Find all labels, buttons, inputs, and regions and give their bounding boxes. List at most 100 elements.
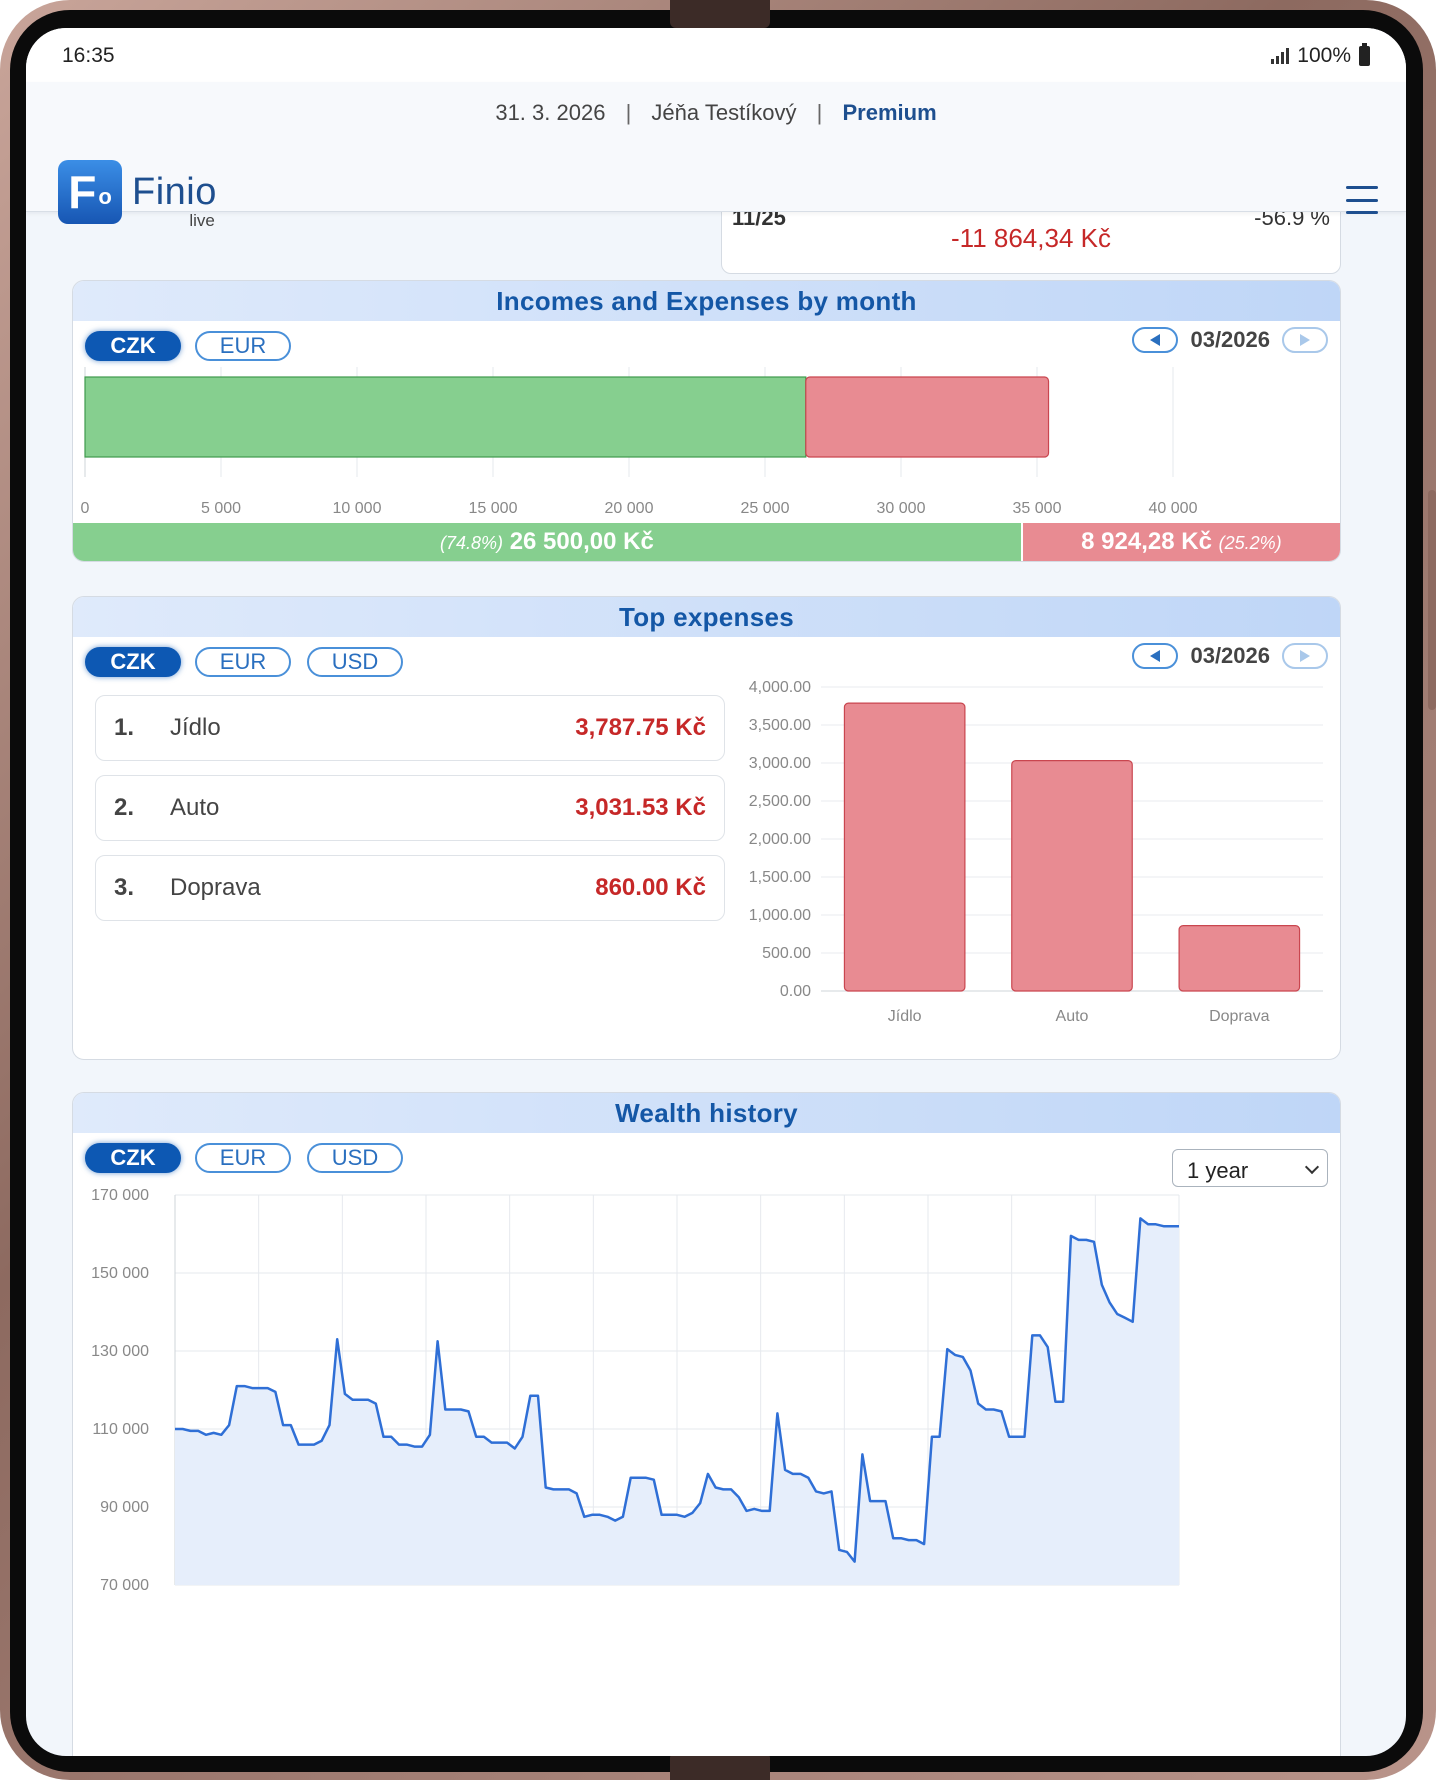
income-expense-bar-chart: 0 5 000 10 000 15 000 20 000 25 000 30 000 35 0… [81,367,1198,517]
top-expenses-panel: Top expenses CZK EUR USD 03/2026 1. Jídl… [72,596,1341,1060]
device-side-button [1428,490,1436,710]
header-separator: | [816,100,823,125]
income-bar [84,376,807,458]
x-tick-label: Jídlo [888,1008,922,1025]
wealth-history-line-chart: 170 000 150 000 130 000 110 000 90 000 70 000 [91,1187,1180,1594]
expense-name: Jídlo [170,714,221,741]
period-select[interactable]: 1 year [1172,1149,1328,1187]
status-time: 16:35 [62,44,115,67]
y-tick-label: 70 000 [100,1577,149,1594]
battery-percent: 100% [1297,44,1351,67]
panel-title: Top expenses [73,597,1340,637]
currency-eur-button[interactable]: EUR [195,647,291,677]
y-tick-label: 3,500.00 [749,717,811,734]
arrow-right-icon [1300,650,1310,662]
x-tick-label: 5 000 [201,500,241,517]
expense-list-item[interactable]: 2. Auto 3,031.53 Kč [95,775,725,841]
y-tick-label: 3,000.00 [749,755,811,772]
currency-usd-button[interactable]: USD [307,647,403,677]
currency-czk-button[interactable]: CZK [85,331,181,361]
wealth-history-panel: Wealth history CZK EUR USD 1 year 170 00… [72,1092,1341,1756]
income-summary: (74.8%) 26 500,00 Kč [73,523,1021,561]
wealth-line [175,1217,1179,1563]
expense-rank: 1. [114,714,135,741]
period-select-value: 1 year [1187,1158,1249,1183]
x-tick-label: Doprava [1209,1008,1270,1025]
prev-month-button[interactable] [1132,327,1179,353]
x-tick-label: 0 [81,500,90,517]
x-tick-label: 20 000 [605,500,654,517]
income-expense-summary: (74.8%) 26 500,00 Kč 8 924,28 Kč (25.2%) [73,523,1340,561]
income-value: 26 500,00 Kč [509,528,654,555]
currency-eur-button[interactable]: EUR [195,331,291,361]
status-bar: 16:35 100% [26,28,1406,82]
signal-icon [1271,48,1290,64]
month-navigator: 03/2026 [1132,327,1328,353]
y-tick-label: 130 000 [91,1343,149,1360]
y-tick-label: 1,000.00 [749,907,811,924]
panel-title: Incomes and Expenses by month [73,281,1340,321]
expense-list-item[interactable]: 1. Jídlo 3,787.75 Kč [95,695,725,761]
prev-month-button[interactable] [1132,643,1179,669]
y-tick-label: 2,000.00 [749,831,811,848]
logo-name: Finio [132,170,217,213]
x-tick-label: 35 000 [1013,500,1062,517]
arrow-left-icon [1150,650,1161,662]
hamburger-menu-icon[interactable] [1346,186,1378,214]
logo-text: Finio live [132,170,217,230]
screen: 16:35 100% 31. 3. 2026 | Jéňa Testíkový … [26,28,1406,1756]
status-right: 100% [1271,43,1370,68]
month-navigator: 03/2026 [1132,643,1328,669]
currency-usd-button[interactable]: USD [307,1143,403,1173]
expense-rank: 2. [114,794,135,821]
expense-percent: (25.2%) [1218,533,1282,553]
chevron-down-icon [1304,1159,1320,1175]
incomes-expenses-panel: Incomes and Expenses by month CZK EUR 03… [72,280,1341,562]
x-tick-label: 30 000 [877,500,926,517]
x-tick-label: 10 000 [333,500,382,517]
arrow-right-icon [1300,334,1310,346]
expense-value: 8 924,28 Kč [1081,528,1212,555]
next-month-button[interactable] [1282,643,1328,669]
app-header: 31. 3. 2026 | Jéňa Testíkový | Premium F… [26,82,1406,230]
expense-bar [1011,760,1133,992]
month-label: 03/2026 [1190,643,1270,668]
header-plan[interactable]: Premium [842,100,937,125]
expense-bar [843,702,966,992]
expense-amount: 860.00 Kč [595,874,706,901]
x-tick-label: 25 000 [741,500,790,517]
month-label: 03/2026 [1190,327,1270,352]
expense-amount: 3,031.53 Kč [575,794,706,821]
currency-czk-button[interactable]: CZK [85,1143,181,1173]
x-tick-label: 40 000 [1149,500,1198,517]
expense-summary: 8 924,28 Kč (25.2%) [1020,523,1340,561]
next-month-button[interactable] [1282,327,1328,353]
arrow-left-icon [1150,334,1161,346]
y-tick-label: 500.00 [762,945,811,962]
x-tick-label: Auto [1056,1008,1089,1025]
logo-sub: live [189,210,215,230]
currency-czk-button[interactable]: CZK [85,647,181,677]
currency-eur-button[interactable]: EUR [195,1143,291,1173]
expense-bar [805,376,1050,458]
x-tick-label: 15 000 [469,500,518,517]
balance-card-value: -11 864,34 Kč [951,223,1111,253]
income-percent: (74.8%) [439,533,504,553]
device-hinge-top [670,0,770,28]
device-hinge-bottom [670,1752,770,1780]
expense-list-item[interactable]: 3. Doprava 860.00 Kč [95,855,725,921]
y-tick-label: 4,000.00 [749,679,811,696]
expense-amount: 3,787.75 Kč [575,714,706,741]
y-tick-label: 110 000 [92,1421,149,1438]
y-tick-label: 0.00 [780,983,811,1000]
expense-name: Auto [170,794,220,821]
y-tick-label: 150 000 [91,1265,149,1282]
battery-icon [1359,43,1370,66]
expense-bar [1178,925,1301,992]
expense-name: Doprava [170,874,261,901]
header-user[interactable]: Jéňa Testíkový [651,100,797,125]
header-separator: | [625,100,632,125]
